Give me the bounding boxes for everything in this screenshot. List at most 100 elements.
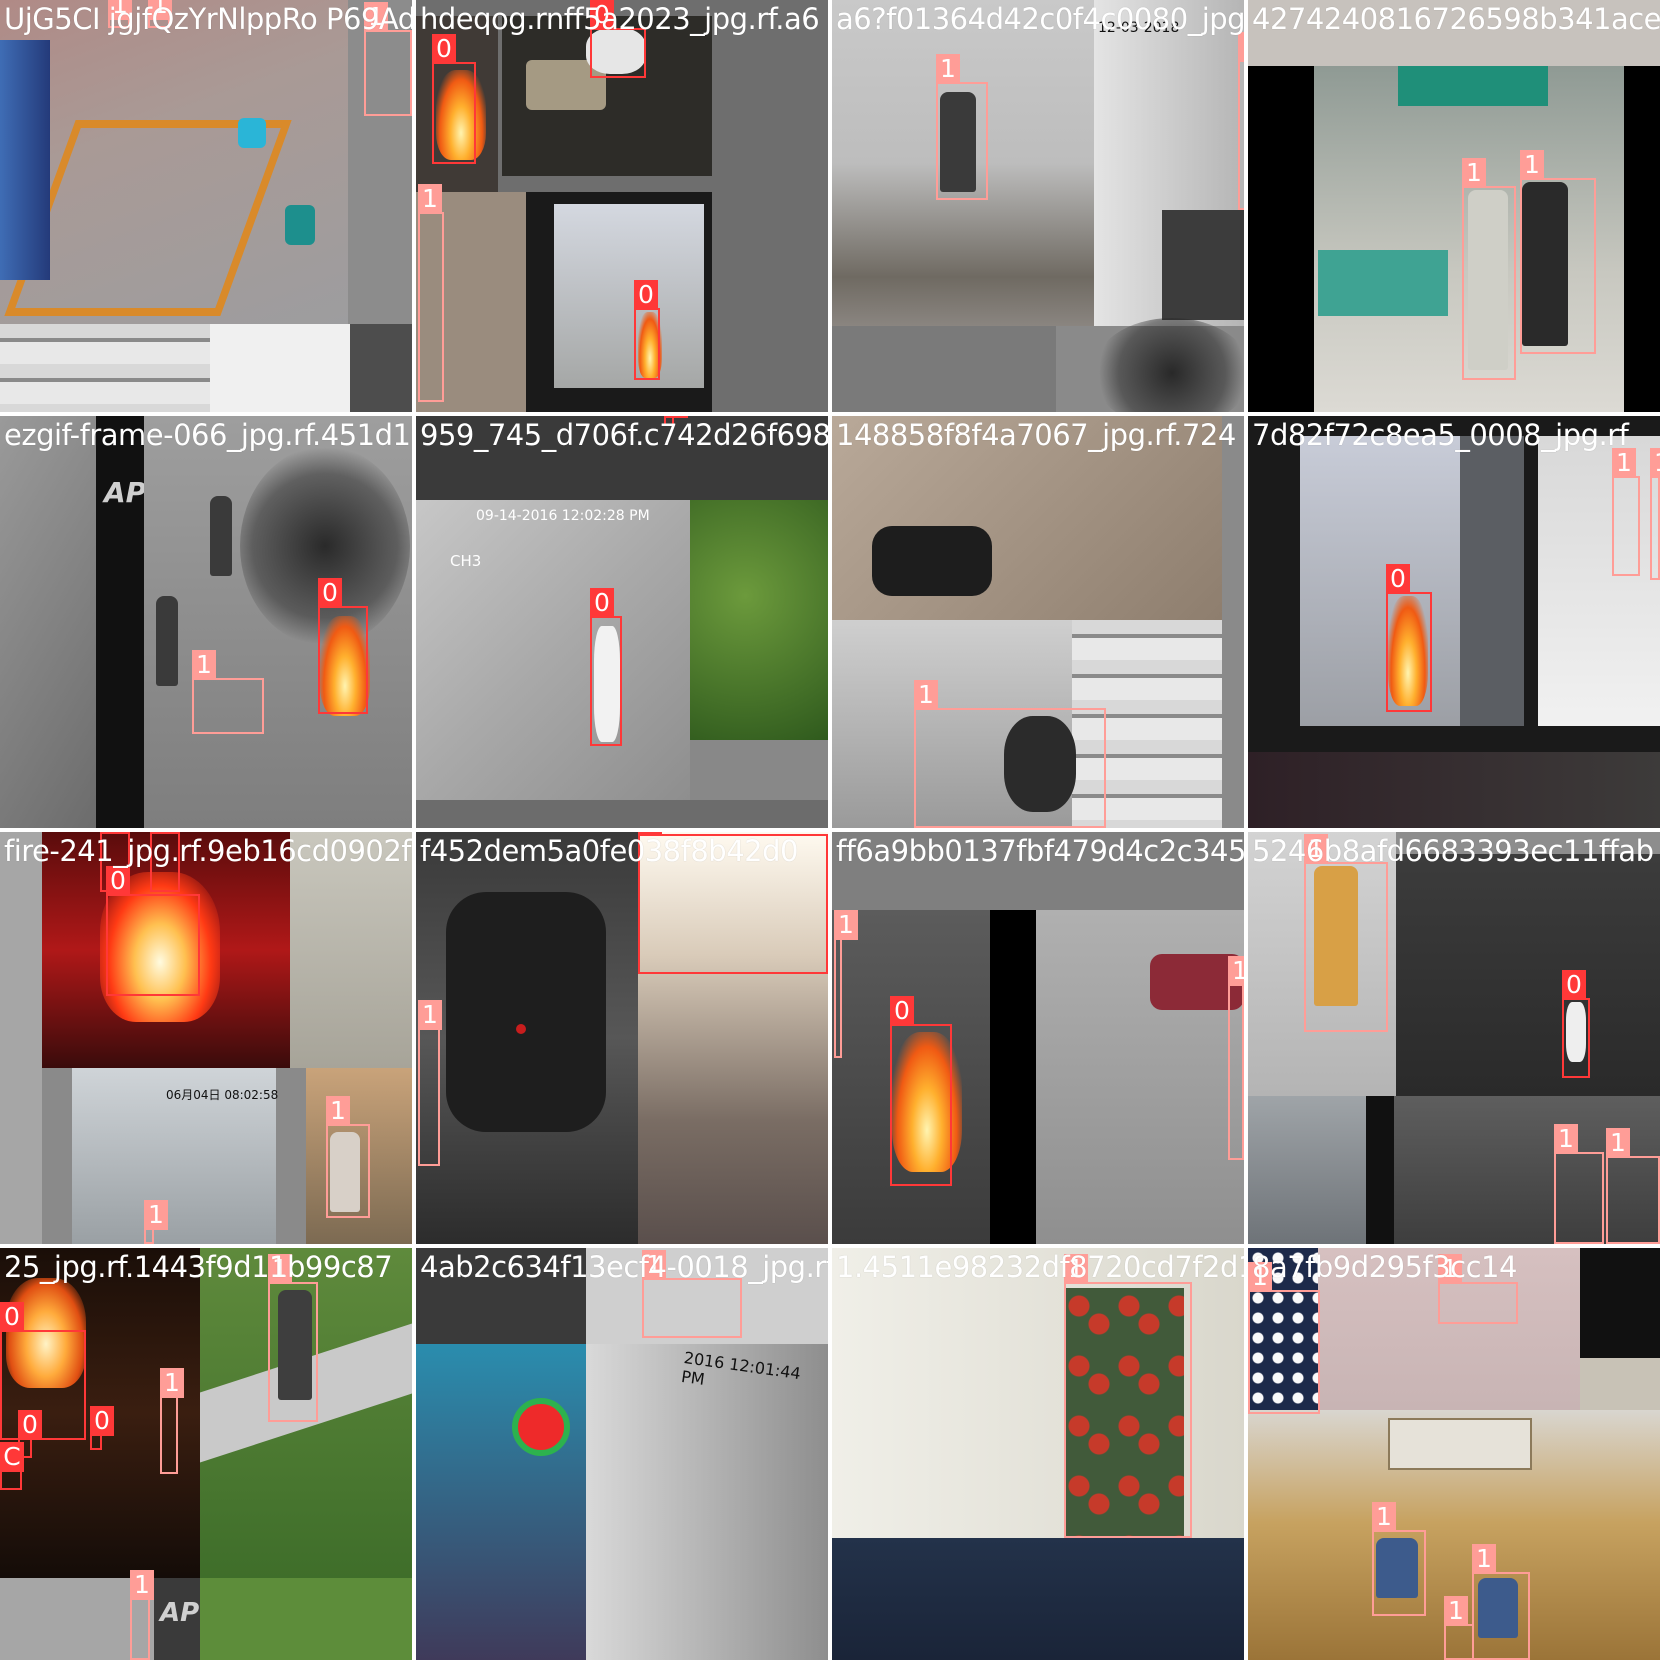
smoke-cloud xyxy=(240,446,410,646)
firefighter xyxy=(1314,866,1358,1006)
detection-box[interactable]: 1 xyxy=(1304,834,1388,1032)
detection-box[interactable]: 1 xyxy=(1554,1124,1604,1244)
detection-box[interactable]: 0 xyxy=(106,866,200,996)
playground-scene xyxy=(0,0,348,324)
smoky-street xyxy=(72,1068,276,1244)
detection-box[interactable]: 0 xyxy=(638,832,828,974)
fire-region xyxy=(6,1278,86,1388)
trees xyxy=(690,500,828,740)
detection-label: 0 xyxy=(18,1410,42,1440)
detection-label: 1 xyxy=(268,1254,292,1284)
counter xyxy=(1162,210,1244,320)
detection-box[interactable]: 1 xyxy=(1238,32,1244,210)
detection-label: 1 xyxy=(834,910,858,940)
detection-box[interactable]: 1 xyxy=(1650,448,1660,580)
detection-box[interactable]: 0 xyxy=(590,588,622,746)
mosaic-tile: 0 0 1 0 hdeqog.rnff5a2023_jpg.rf.a6 xyxy=(416,0,828,412)
detection-box[interactable]: 0 xyxy=(1562,970,1590,1078)
grass-strip xyxy=(200,1578,412,1660)
detection-box[interactable]: 0 xyxy=(590,0,646,78)
top-strip xyxy=(416,1248,586,1344)
detection-label: 1 xyxy=(1304,834,1328,864)
top-strip xyxy=(416,416,828,500)
detection-box[interactable]: 0 xyxy=(890,996,952,1186)
detection-label: 1 xyxy=(1462,158,1486,188)
mosaic-tile: 09-14-2016 12:02:28 PM CH3 0 0 959_745_d… xyxy=(416,416,828,828)
detection-box[interactable]: 1 xyxy=(1248,1262,1320,1414)
detection-box[interactable]: 1 xyxy=(1064,1254,1192,1538)
mosaic-tile: 0 1 f452dem5a0fe038f8b42d0 xyxy=(416,832,828,1244)
detection-box[interactable]: 0 xyxy=(90,1406,114,1450)
detection-box[interactable]: 0 xyxy=(432,34,476,164)
detection-box[interactable]: 0 xyxy=(150,832,180,892)
mosaic-tile: 1 0 1 7d82f72c8ea5_0008_jpg.rf xyxy=(1248,416,1660,828)
building-side xyxy=(1460,436,1524,726)
car-roof xyxy=(446,892,606,1132)
fire-region xyxy=(1388,596,1428,706)
detection-box[interactable]: 1 xyxy=(1372,1502,1426,1616)
detection-label: 0 xyxy=(634,280,658,310)
detection-box[interactable]: 1 xyxy=(160,1368,184,1474)
detection-box[interactable]: 0 xyxy=(0,1302,86,1440)
detection-box[interactable]: 1 xyxy=(1444,1596,1474,1660)
watermark: AP xyxy=(160,1598,200,1628)
mosaic-tile: 1 0 1 ff6a9bb0137fbf479d4c2c34524 xyxy=(832,832,1244,1244)
rubble-scene xyxy=(290,832,412,1068)
detection-box[interactable]: 1 xyxy=(642,1250,742,1338)
watermark: AP xyxy=(104,476,147,509)
white-fire-smoke xyxy=(1566,1002,1586,1062)
street-scene xyxy=(1248,1096,1366,1244)
detection-box[interactable]: 0 xyxy=(664,416,688,426)
tile-filename: 959_745_d706f.c742d26f698 xyxy=(420,418,828,452)
detection-label: 1 xyxy=(192,650,216,680)
detection-box[interactable]: 1 xyxy=(1438,1254,1518,1324)
tile-filename: 25_jpg.rf.1443f9d11b99c87 xyxy=(4,1250,393,1284)
detection-label: 1 xyxy=(160,1368,184,1398)
detection-box[interactable]: 0 xyxy=(1386,564,1432,712)
detection-box[interactable]: 1 xyxy=(834,910,858,1058)
tile-filename: 4ab2c634f13ecf4-0018_jpg.rf. xyxy=(420,1250,828,1284)
detection-label: 0 xyxy=(590,588,614,618)
top-strip xyxy=(1248,0,1660,66)
detection-box[interactable]: 0 xyxy=(18,1410,42,1458)
white-fire-smoke xyxy=(594,626,620,742)
mosaic-tile: AP 0 1 1 0 0 C 1 25_jpg.rf.1443f9d11b99c… xyxy=(0,1248,412,1660)
camera-stamp: 06月04日 08:02:58 xyxy=(166,1088,279,1102)
building-face xyxy=(554,204,704,388)
smoke-white xyxy=(586,28,646,74)
right-band xyxy=(1222,416,1244,828)
detection-box[interactable]: 1 xyxy=(364,2,412,116)
detection-box[interactable]: 1 xyxy=(192,650,264,734)
detection-box[interactable]: 1 xyxy=(418,184,444,402)
sign-logo xyxy=(512,1398,570,1456)
detection-box[interactable]: C xyxy=(0,1442,24,1490)
detection-box[interactable]: 1 xyxy=(1228,956,1244,1160)
detection-box[interactable]: 1 xyxy=(1612,448,1640,576)
dark-band xyxy=(1366,1096,1394,1244)
detection-label: 1 xyxy=(1064,1254,1088,1284)
detection-box[interactable]: 1 xyxy=(914,680,1106,828)
detection-box[interactable]: 1 xyxy=(1520,150,1596,354)
toy-blue xyxy=(238,118,266,148)
detection-box[interactable]: 0 xyxy=(318,578,368,714)
detection-box[interactable]: 1 xyxy=(108,0,132,28)
detection-box[interactable]: 0 xyxy=(634,280,660,380)
detection-box[interactable]: 1 xyxy=(1606,1128,1660,1244)
detection-label: 0 xyxy=(318,578,342,608)
mosaic-tile: 1 1.4511e98232df8720cd7f2d1 xyxy=(832,1248,1244,1660)
detection-box[interactable]: 1 xyxy=(936,54,988,200)
detection-box[interactable]: 1 xyxy=(1472,1544,1530,1660)
detection-box[interactable]: 1 xyxy=(418,1000,442,1166)
alley-scene xyxy=(416,500,690,800)
detection-label: 0 xyxy=(638,832,662,836)
tile-filename: 4274240816726598b341ace29 xyxy=(1252,2,1660,36)
detection-box[interactable]: 1 xyxy=(268,1254,318,1422)
detection-box[interactable]: 1 xyxy=(148,0,172,28)
person-figure xyxy=(330,1132,360,1212)
detection-box[interactable]: 1 xyxy=(130,1570,154,1660)
dark-room xyxy=(1396,854,1660,1096)
detection-box[interactable]: 1 xyxy=(144,1200,168,1244)
detection-box[interactable]: 1 xyxy=(1462,158,1516,380)
detection-box[interactable]: 1 xyxy=(326,1096,370,1218)
street-wall xyxy=(586,1344,828,1660)
